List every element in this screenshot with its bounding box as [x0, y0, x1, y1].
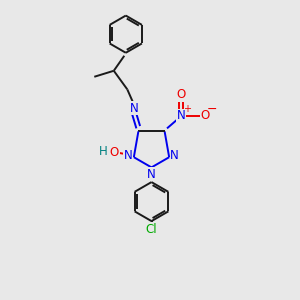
Text: N: N [170, 149, 179, 162]
Text: O: O [110, 146, 119, 159]
Text: −: − [206, 103, 217, 116]
Text: O: O [176, 88, 186, 101]
Text: H: H [99, 145, 107, 158]
Text: N: N [124, 149, 133, 162]
Text: O: O [200, 109, 210, 122]
Text: N: N [177, 109, 185, 122]
Text: +: + [183, 104, 191, 114]
Text: Cl: Cl [146, 223, 157, 236]
Text: N: N [130, 102, 138, 115]
Text: N: N [147, 167, 156, 181]
